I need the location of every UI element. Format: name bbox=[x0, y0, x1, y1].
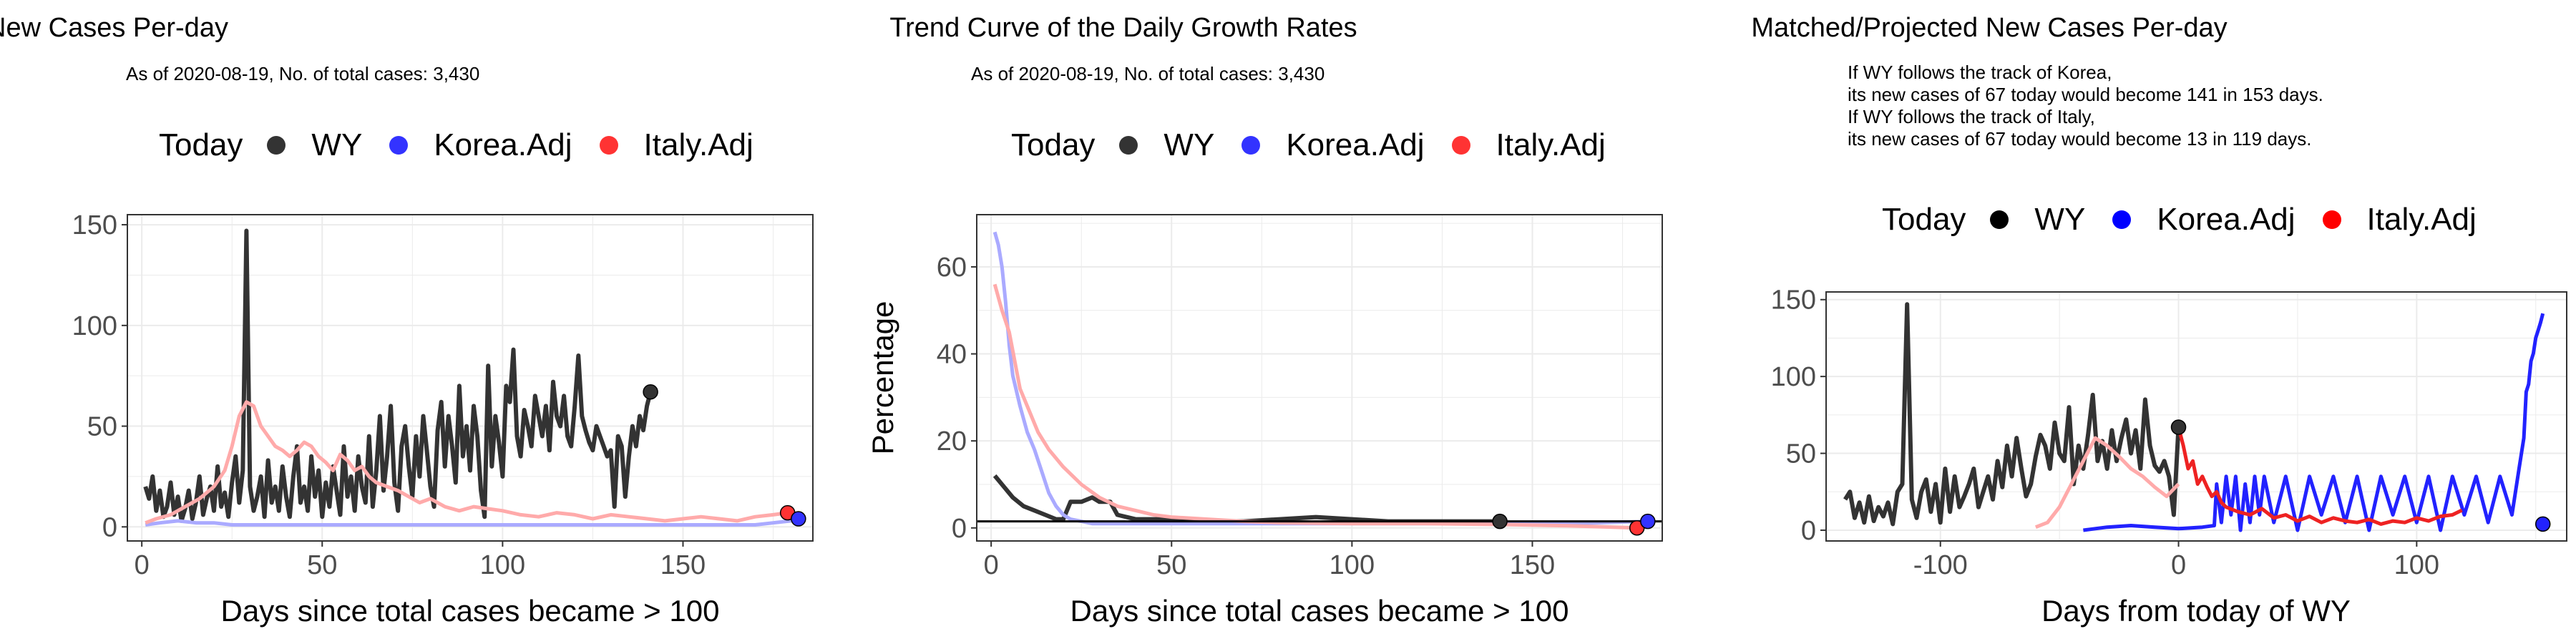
today-point-korea-adj bbox=[1640, 513, 1656, 530]
legend-title: Today bbox=[1882, 202, 1966, 237]
plot-border bbox=[127, 214, 814, 542]
legend-label-wy: WY bbox=[1163, 127, 1215, 162]
growth-rate-chart: 0 50 100 150 0 20 40 60 Days since total cases b… bbox=[866, 214, 1663, 628]
x-axis-label: Days from today of WY bbox=[2041, 594, 2351, 628]
projection-note-1: If WY follows the track of Korea, bbox=[1848, 62, 2112, 83]
legend-label-italy: Italy.Adj bbox=[2366, 202, 2477, 237]
legend-title: Today bbox=[159, 127, 243, 162]
x-tick-label: 150 bbox=[1510, 550, 1555, 580]
y-tick-label: 40 bbox=[937, 340, 967, 370]
y-tick-label: 50 bbox=[87, 412, 117, 442]
chart-legend: Today WY Korea.Adj Italy.Adj bbox=[1882, 202, 2504, 238]
y-tick-label: 0 bbox=[102, 512, 117, 542]
new-cases-panel: New Cases Per-day As of 2020-08-19, No. … bbox=[0, 0, 859, 644]
series-line-italy-adj-history bbox=[2034, 436, 2180, 530]
x-tick-label: 50 bbox=[307, 550, 337, 580]
legend-label-italy: Italy.Adj bbox=[643, 127, 753, 162]
x-tick-label: 50 bbox=[1156, 550, 1186, 580]
chart-legend: Today WY Korea.Adj Italy.Adj bbox=[1011, 127, 1633, 163]
legend-label-wy: WY bbox=[311, 127, 363, 162]
growth-rate-panel: Trend Curve of the Daily Growth Rates As… bbox=[866, 13, 1663, 628]
legend-label-italy: Italy.Adj bbox=[1496, 127, 1606, 162]
legend-label-korea: Korea.Adj bbox=[1286, 127, 1425, 162]
projection-note-3: If WY follows the track of Italy, bbox=[1848, 106, 2095, 127]
x-tick-label: 0 bbox=[135, 550, 150, 580]
x-tick-label: 100 bbox=[480, 550, 525, 580]
legend-key-italy bbox=[599, 136, 618, 155]
x-axis-label: Days since total cases became > 100 bbox=[1070, 594, 1569, 628]
series-line-italy-adj bbox=[992, 283, 1637, 530]
chart-subtitle: As of 2020-08-19, No. of total cases: 3,… bbox=[971, 63, 1325, 84]
legend-label-korea: Korea.Adj bbox=[2157, 202, 2296, 237]
legend-title: Today bbox=[1011, 127, 1096, 162]
series-line-italy-adj bbox=[2177, 426, 2463, 526]
today-point-wy bbox=[643, 384, 658, 400]
series-line-korea-adj bbox=[145, 517, 799, 527]
x-tick-label: -100 bbox=[1913, 550, 1968, 580]
x-tick-label: 100 bbox=[1330, 550, 1375, 580]
series-line-wy bbox=[1843, 302, 2181, 527]
chart-subtitle: As of 2020-08-19, No. of total cases: 3,… bbox=[126, 63, 480, 84]
x-tick-label: 100 bbox=[2394, 550, 2439, 580]
y-tick-label: 0 bbox=[1801, 516, 1816, 546]
plot-background bbox=[977, 215, 1662, 541]
x-axis-label: Days since total cases became > 100 bbox=[221, 594, 720, 628]
series-line-wy bbox=[143, 228, 653, 523]
legend-label-wy: WY bbox=[2034, 202, 2086, 237]
legend-key-wy bbox=[267, 136, 286, 155]
series-line-italy-adj bbox=[145, 400, 789, 525]
legend-key-korea bbox=[1241, 136, 1261, 155]
projection-note-4: its new cases of 67 today would become 1… bbox=[1848, 128, 2312, 150]
legend-label-korea: Korea.Adj bbox=[434, 127, 572, 162]
chart-title: Matched/Projected New Cases Per-day bbox=[1751, 13, 2228, 43]
today-point-wy bbox=[2170, 419, 2187, 435]
legend-key-korea bbox=[389, 136, 409, 155]
x-tick-label: 150 bbox=[660, 550, 706, 580]
legend-key-korea bbox=[2112, 210, 2132, 229]
x-tick-label: 0 bbox=[984, 550, 999, 580]
y-tick-label: 150 bbox=[1771, 286, 1816, 316]
chart-title: New Cases Per-day bbox=[0, 13, 228, 43]
legend-key-italy bbox=[1451, 136, 1470, 155]
y-tick-label: 0 bbox=[952, 514, 967, 544]
legend-key-wy bbox=[1119, 136, 1138, 155]
x-tick-label: 0 bbox=[2171, 550, 2186, 580]
plot-border bbox=[1825, 291, 2567, 542]
y-tick-label: 60 bbox=[937, 253, 967, 283]
legend-key-italy bbox=[2322, 210, 2341, 229]
legend-key-wy bbox=[1990, 210, 2009, 229]
plot-border bbox=[976, 214, 1663, 542]
today-point-korea-adj bbox=[2534, 516, 2551, 532]
y-tick-label: 20 bbox=[937, 426, 967, 457]
new-cases-chart: 0 50 100 150 0 50 100 150 Days since total cases… bbox=[72, 210, 814, 628]
y-axis-label: Percentage bbox=[866, 301, 899, 455]
y-tick-label: 150 bbox=[72, 210, 117, 240]
chart-legend: Today WY Korea.Adj Italy.Adj bbox=[159, 127, 781, 163]
chart-title: Trend Curve of the Daily Growth Rates bbox=[889, 13, 1357, 43]
y-tick-label: 50 bbox=[1786, 439, 1816, 469]
projection-note-2: its new cases of 67 today would become 1… bbox=[1848, 84, 2323, 105]
today-point-wy bbox=[1492, 513, 1508, 530]
y-tick-label: 100 bbox=[1771, 362, 1816, 392]
y-tick-label: 100 bbox=[72, 311, 117, 341]
today-point-korea-adj bbox=[791, 511, 806, 527]
